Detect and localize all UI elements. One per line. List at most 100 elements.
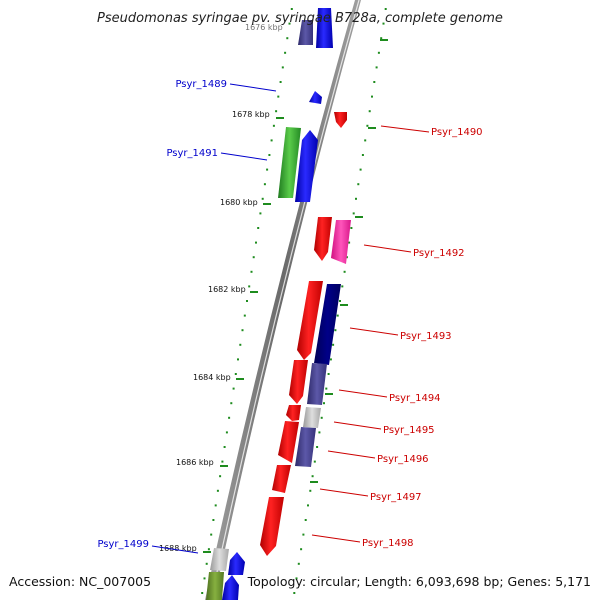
gene-arrow[interactable] bbox=[289, 360, 308, 404]
gene-label-psyr-1495[interactable]: Psyr_1495 bbox=[383, 425, 435, 436]
track-dot bbox=[348, 241, 351, 244]
track-dot bbox=[281, 66, 284, 69]
leader-line bbox=[319, 488, 369, 497]
gene-label-psyr-1497[interactable]: Psyr_1497 bbox=[370, 492, 422, 503]
track-dot bbox=[261, 197, 264, 200]
gene-label-psyr-1498[interactable]: Psyr_1498 bbox=[362, 538, 414, 549]
gene-arrow[interactable] bbox=[314, 217, 332, 261]
gene-label-psyr-1499[interactable]: Psyr_1499 bbox=[97, 539, 149, 550]
track-dot bbox=[241, 329, 244, 332]
track-dot bbox=[207, 548, 210, 551]
leader-line bbox=[333, 421, 382, 430]
gene-arrow[interactable] bbox=[272, 465, 291, 493]
track-dot bbox=[373, 81, 376, 83]
track-dot bbox=[334, 329, 337, 332]
leader-line bbox=[311, 534, 361, 543]
track-dot bbox=[255, 241, 257, 244]
track-dot bbox=[277, 95, 280, 98]
left-leader-lines bbox=[151, 83, 277, 554]
gene-arrow[interactable] bbox=[303, 407, 321, 428]
track-dot bbox=[307, 504, 309, 507]
track-dot bbox=[327, 373, 330, 375]
track-dot bbox=[382, 22, 385, 25]
track-dot bbox=[366, 124, 369, 127]
gene-arrow[interactable] bbox=[316, 8, 333, 48]
track-dot bbox=[355, 197, 357, 200]
backbone-edge bbox=[210, 0, 360, 600]
gene-label-psyr-1496[interactable]: Psyr_1496 bbox=[377, 454, 429, 465]
leader-line bbox=[380, 125, 430, 133]
track-dot bbox=[275, 110, 278, 113]
track-dot bbox=[234, 373, 237, 375]
track-dot bbox=[223, 446, 226, 448]
track-dot bbox=[290, 8, 293, 10]
gene-label-psyr-1489[interactable]: Psyr_1489 bbox=[175, 79, 227, 90]
track-dot bbox=[270, 139, 273, 142]
gene-arrow[interactable] bbox=[297, 281, 323, 360]
track-dot bbox=[284, 51, 287, 54]
track-dot bbox=[286, 37, 289, 40]
gene-arrow[interactable] bbox=[295, 130, 318, 202]
gene-arrow[interactable] bbox=[314, 284, 341, 365]
gene-label-psyr-1494[interactable]: Psyr_1494 bbox=[389, 393, 441, 404]
track-dot bbox=[297, 562, 300, 565]
track-dot bbox=[257, 227, 260, 229]
track-dot bbox=[295, 577, 298, 580]
right-leader-lines bbox=[311, 125, 430, 543]
track-dot bbox=[230, 402, 233, 405]
track-dot bbox=[304, 519, 307, 521]
track-dot bbox=[302, 533, 305, 536]
gene-label-psyr-1490[interactable]: Psyr_1490 bbox=[431, 127, 483, 138]
track-dot bbox=[259, 212, 262, 215]
track-dot bbox=[216, 489, 219, 492]
tick-label-1688: 1688 kbp bbox=[159, 544, 197, 553]
track-dot bbox=[228, 416, 231, 419]
gene-arrow[interactable] bbox=[286, 405, 301, 421]
track-dot bbox=[384, 8, 387, 10]
track-dot bbox=[316, 446, 319, 448]
track-dot bbox=[252, 256, 255, 259]
genome-title: Pseudomonas syringae pv. syringae B728a,… bbox=[97, 11, 503, 26]
gene-arrow[interactable] bbox=[228, 552, 245, 575]
gene-arrow[interactable] bbox=[278, 127, 301, 198]
track-dot bbox=[368, 110, 371, 113]
leader-line bbox=[151, 545, 199, 554]
accession-label: Accession: NC_007005 bbox=[9, 574, 151, 589]
gene-arrow[interactable] bbox=[309, 91, 322, 104]
track-dot bbox=[279, 81, 282, 83]
track-dot bbox=[364, 139, 367, 142]
track-dot bbox=[201, 592, 204, 594]
track-dot bbox=[380, 37, 383, 40]
gene-arrow[interactable] bbox=[295, 427, 316, 467]
tick-label-1684: 1684 kbp bbox=[193, 373, 231, 382]
track-dot bbox=[375, 66, 378, 69]
gene-label-psyr-1493[interactable]: Psyr_1493 bbox=[400, 331, 452, 342]
track-dot bbox=[219, 475, 222, 478]
tick-label-1686: 1686 kbp bbox=[176, 458, 214, 467]
track-dot bbox=[359, 168, 362, 171]
track-dot bbox=[293, 592, 296, 594]
gene-arrow[interactable] bbox=[331, 220, 351, 264]
gene-arrow[interactable] bbox=[298, 20, 313, 45]
track-dot bbox=[329, 358, 332, 361]
track-dot bbox=[272, 124, 275, 127]
gene-arrow[interactable] bbox=[334, 112, 347, 128]
track-dot bbox=[239, 343, 242, 346]
gene-arrow[interactable] bbox=[206, 572, 224, 600]
gene-label-psyr-1492[interactable]: Psyr_1492 bbox=[413, 248, 465, 259]
gene-arrow[interactable] bbox=[260, 497, 284, 556]
gene-arrow[interactable] bbox=[307, 363, 327, 405]
topology-label: Topology: circular; Length: 6,093,698 bp… bbox=[247, 574, 591, 589]
leader-line bbox=[338, 389, 388, 398]
leader-line bbox=[349, 327, 399, 336]
gene-arrow[interactable] bbox=[222, 575, 239, 600]
track-dot bbox=[343, 270, 346, 273]
gene-label-psyr-1491[interactable]: Psyr_1491 bbox=[166, 148, 218, 159]
gene-arrow[interactable] bbox=[278, 421, 299, 463]
track-dot bbox=[237, 358, 239, 361]
track-dot bbox=[325, 387, 328, 390]
track-dot bbox=[221, 460, 224, 463]
track-dot bbox=[266, 168, 269, 171]
gene-arrow[interactable] bbox=[210, 548, 229, 571]
track-dot bbox=[243, 314, 246, 317]
